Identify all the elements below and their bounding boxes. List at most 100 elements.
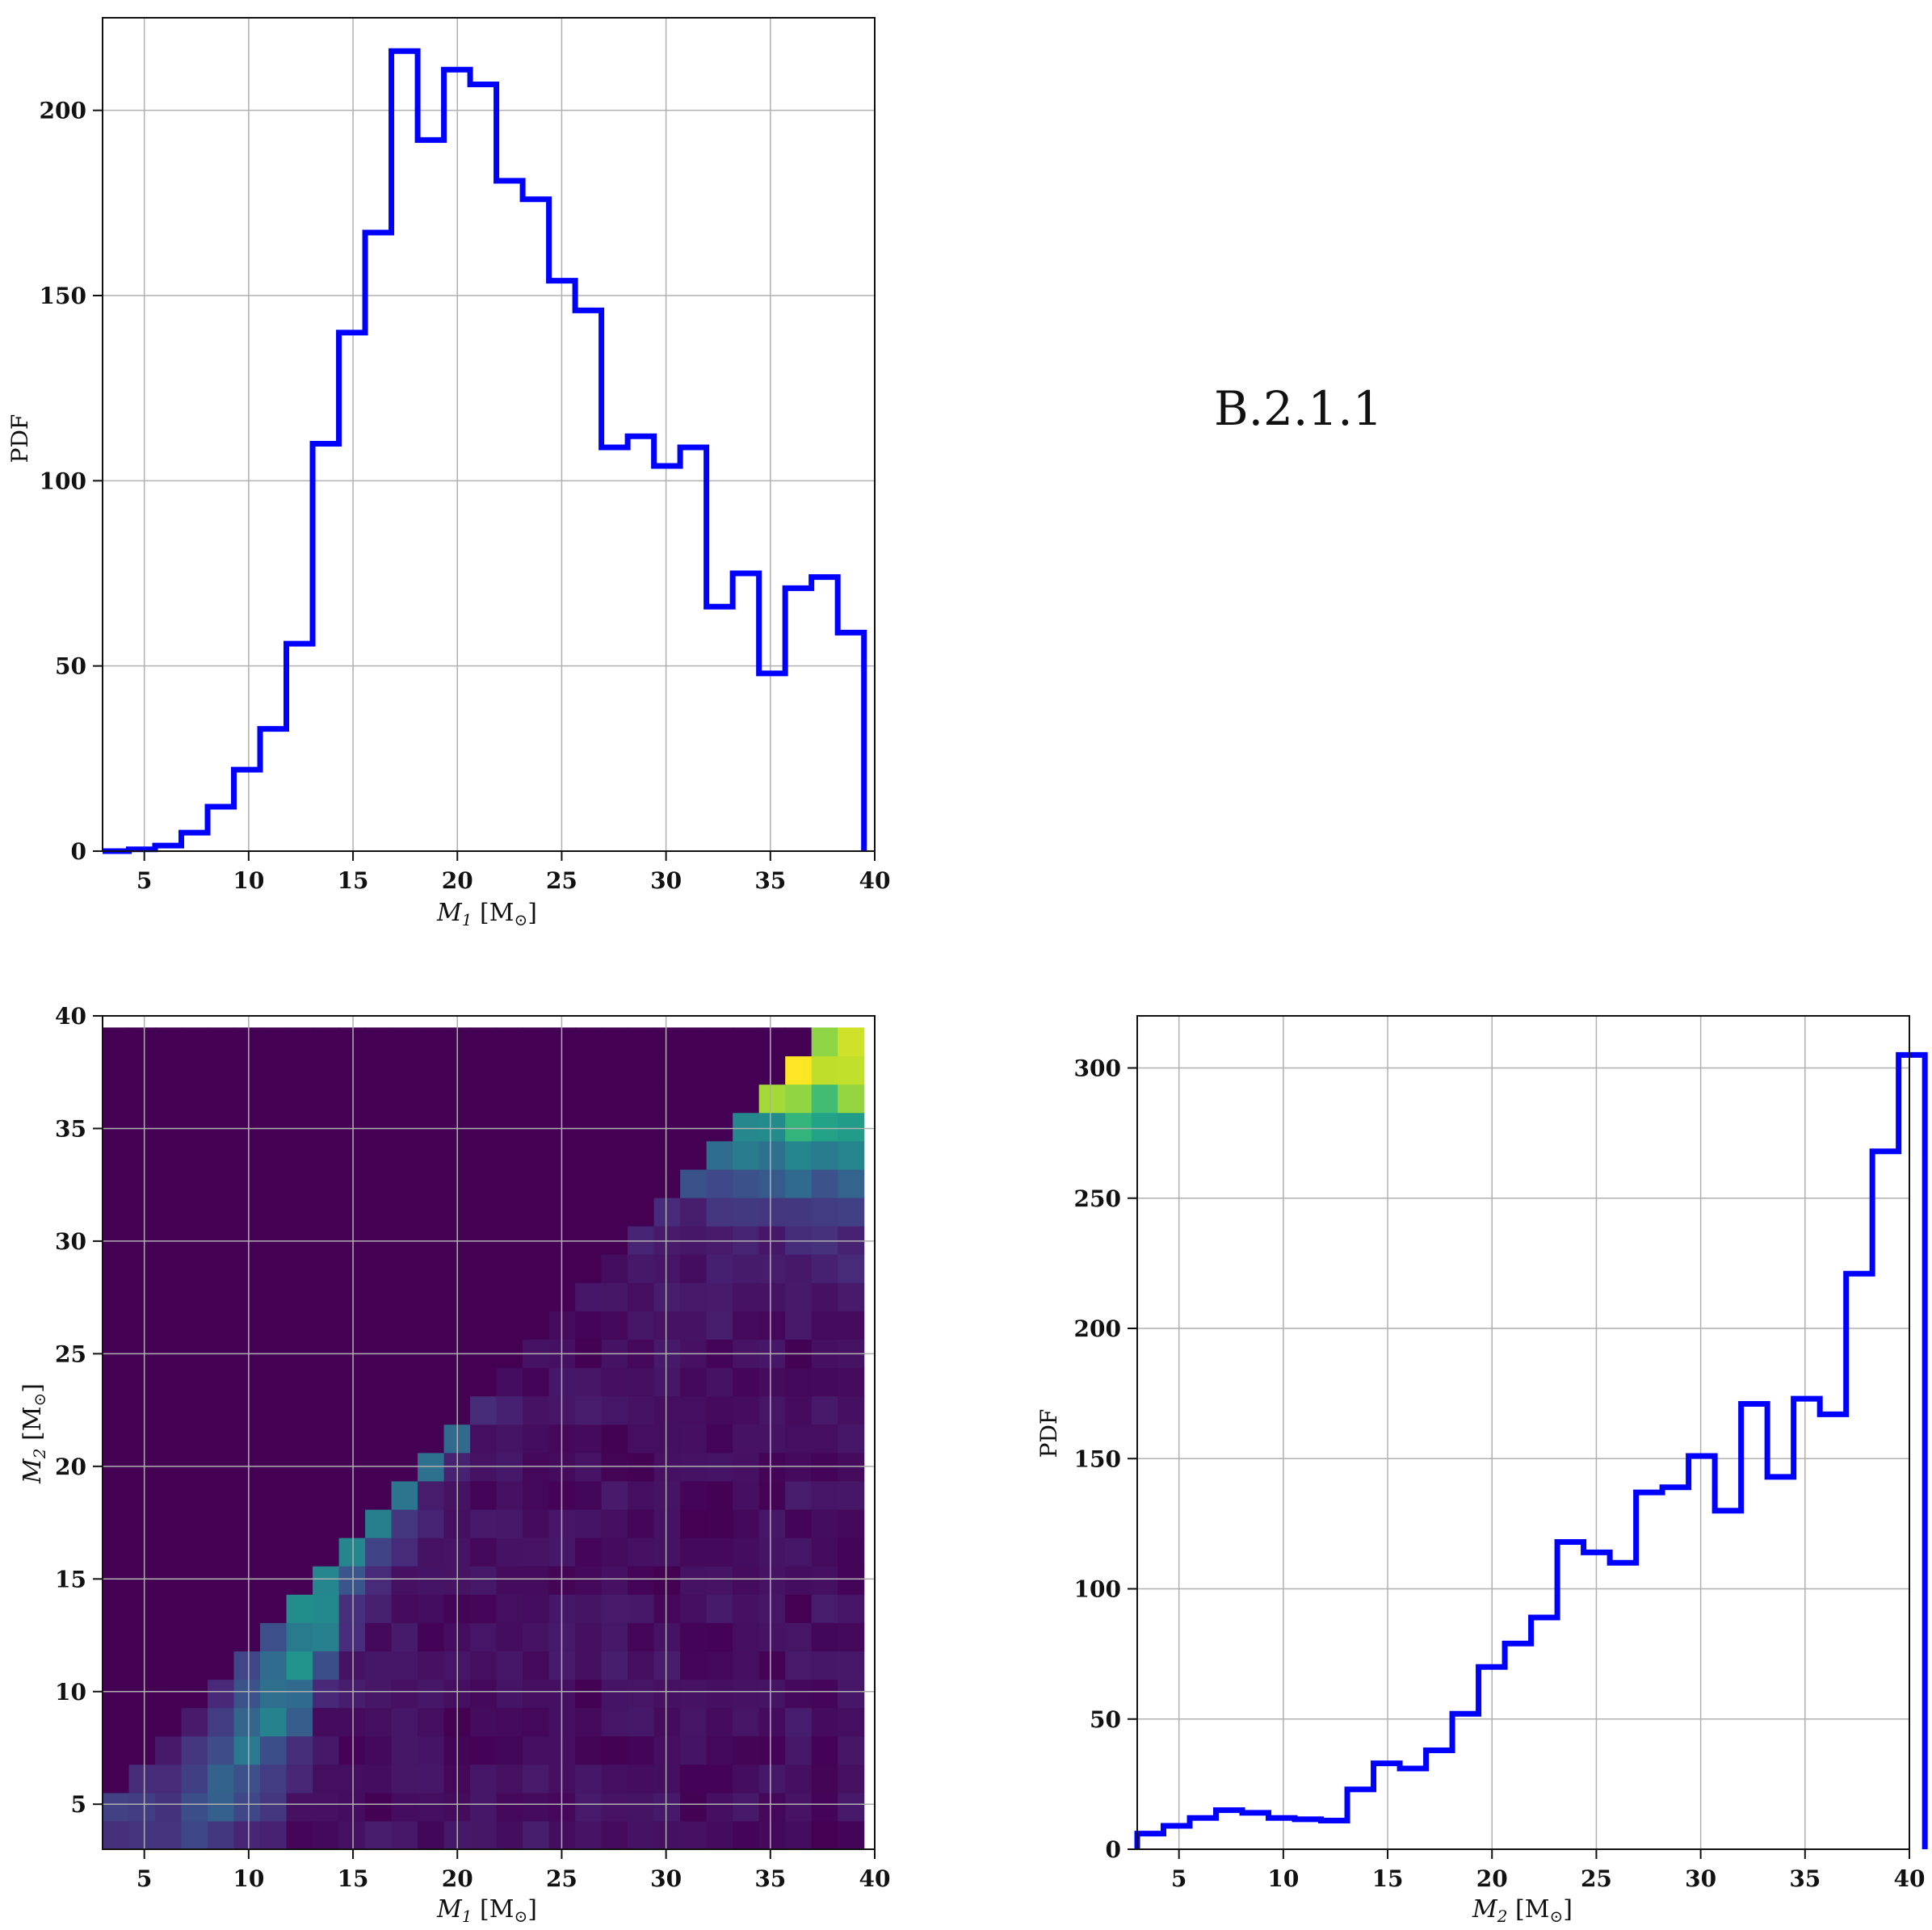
- heatmap-cell-15-27: [496, 1055, 523, 1085]
- heatmap-cell-10-12: [365, 1480, 393, 1510]
- heatmap-cell-6-6: [260, 1651, 288, 1680]
- heatmap-cell-9-8: [338, 1594, 366, 1623]
- heatmap-cell-11-28: [391, 1027, 418, 1057]
- heatmap-cell-19-26: [601, 1084, 628, 1114]
- heatmap-cell-24-5: [733, 1679, 760, 1709]
- heatmap-cell-0-23: [103, 1168, 130, 1198]
- heatmap-cell-23-22: [706, 1197, 733, 1227]
- heatmap-cell-10-6: [365, 1651, 393, 1680]
- heatmap-cell-23-7: [706, 1622, 733, 1651]
- heatmap-cell-4-21: [208, 1226, 235, 1255]
- heatmap-cell-11-1: [391, 1792, 418, 1822]
- heatmap-cell-14-25: [470, 1112, 498, 1142]
- heatmap-cell-9-3: [338, 1735, 366, 1765]
- heatmap-cell-20-16: [628, 1367, 655, 1397]
- heatmap-cell-19-8: [601, 1594, 628, 1623]
- heatmap-cell-0-20: [103, 1254, 130, 1283]
- heatmap-cell-16-27: [523, 1055, 550, 1085]
- heatmap-cell-18-15: [575, 1395, 603, 1425]
- heatmap-cell-1-5: [128, 1679, 156, 1709]
- heatmap-cell-24-28: [733, 1027, 760, 1057]
- heatmap-cell-15-6: [496, 1651, 523, 1680]
- heatmap-cell-0-19: [103, 1282, 130, 1311]
- heatmap-cell-25-24: [758, 1140, 786, 1170]
- heatmap-cell-21-8: [653, 1594, 681, 1623]
- heatmap-cell-22-7: [680, 1622, 708, 1651]
- heatmap-cell-22-2: [680, 1764, 708, 1794]
- heatmap-cell-24-19: [733, 1282, 760, 1311]
- heatmap-cell-0-15: [103, 1395, 130, 1425]
- heatmap-cell-21-5: [653, 1679, 681, 1709]
- heatmap-cell-21-7: [653, 1622, 681, 1651]
- heatmap-cell-10-5: [365, 1679, 393, 1709]
- heatmap-cell-10-2: [365, 1764, 393, 1794]
- heatmap-cell-12-23: [418, 1168, 445, 1198]
- heatmap-cell-12-5: [418, 1679, 445, 1709]
- m1-axes-frame: [102, 17, 876, 852]
- m2-histogram-panel: 5 10 15 20 25 30 35 40 0 50 100 150 200 250 300 M2 [M⊙…: [1035, 1015, 1928, 1926]
- heatmap-cell-23-27: [706, 1055, 733, 1085]
- heatmap-cell-7-23: [286, 1168, 313, 1198]
- heatmap-cell-2-2: [155, 1764, 183, 1794]
- heatmap-axes-frame: [102, 1015, 876, 1850]
- heatmap-cell-10-20: [365, 1254, 393, 1283]
- heatmap-cell-0-4: [103, 1707, 130, 1737]
- heatmap-cell-24-21: [733, 1226, 760, 1255]
- heatmap-cell-5-22: [233, 1197, 261, 1227]
- heatmap-cell-26-16: [785, 1367, 813, 1397]
- heatmap-cells: [103, 1027, 865, 1850]
- heatmap-cell-4-25: [208, 1112, 235, 1142]
- heatmap-cell-22-0: [680, 1820, 708, 1850]
- heatmap-cell-14-6: [470, 1651, 498, 1680]
- heatmap-cell-12-24: [418, 1140, 445, 1170]
- heatmap-cell-26-26: [785, 1084, 813, 1114]
- heatmap-cell-28-2: [838, 1764, 865, 1794]
- heatmap-cell-14-21: [470, 1226, 498, 1255]
- heatmap-cell-8-4: [313, 1707, 340, 1737]
- heatmap-cell-6-22: [260, 1197, 288, 1227]
- heatmap-cell-3-15: [181, 1395, 208, 1425]
- heatmap-cell-22-20: [680, 1254, 708, 1283]
- heatmap-cell-19-14: [601, 1424, 628, 1454]
- heatmap-cell-25-15: [758, 1395, 786, 1425]
- heatmap-cell-24-4: [733, 1707, 760, 1737]
- heatmap-cell-21-22: [653, 1197, 681, 1227]
- heatmap-cell-25-14: [758, 1424, 786, 1454]
- heatmap-cell-21-6: [653, 1651, 681, 1680]
- heatmap-cell-1-1: [128, 1792, 156, 1822]
- heatmap-cell-25-22: [758, 1197, 786, 1227]
- heatmap-cell-6-20: [260, 1254, 288, 1283]
- heatmap-cell-0-21: [103, 1226, 130, 1255]
- heatmap-cell-22-15: [680, 1395, 708, 1425]
- heatmap-cell-2-23: [155, 1168, 183, 1198]
- heatmap-cell-3-0: [181, 1820, 208, 1850]
- heatmap-cell-27-22: [811, 1197, 838, 1227]
- heatmap-cell-2-1: [155, 1792, 183, 1822]
- heatmap-cell-1-8: [128, 1594, 156, 1623]
- heatmap-cell-5-18: [233, 1311, 261, 1340]
- heatmap-cell-4-27: [208, 1055, 235, 1085]
- heatmap-cell-7-21: [286, 1226, 313, 1255]
- heatmap-cell-26-10: [785, 1538, 813, 1567]
- heatmap-ytick-label-35: 35: [55, 1115, 86, 1142]
- heatmap-cell-28-22: [838, 1197, 865, 1227]
- heatmap-cell-8-10: [313, 1538, 340, 1567]
- heatmap-cell-4-20: [208, 1254, 235, 1283]
- heatmap-cell-21-10: [653, 1538, 681, 1567]
- heatmap-cell-20-12: [628, 1480, 655, 1510]
- heatmap-cell-3-28: [181, 1027, 208, 1057]
- heatmap-cell-20-10: [628, 1538, 655, 1567]
- heatmap-cell-15-24: [496, 1140, 523, 1170]
- heatmap-cell-10-21: [365, 1226, 393, 1255]
- heatmap-cell-10-15: [365, 1395, 393, 1425]
- heatmap-cell-22-21: [680, 1226, 708, 1255]
- heatmap-cell-8-2: [313, 1764, 340, 1794]
- m2-xtick-label-40: 40: [1894, 1865, 1926, 1892]
- heatmap-cell-28-28: [838, 1027, 865, 1057]
- heatmap-cell-20-24: [628, 1140, 655, 1170]
- heatmap-cell-11-22: [391, 1197, 418, 1227]
- heatmap-cell-20-27: [628, 1055, 655, 1085]
- m1-ytick-label-150: 150: [40, 283, 86, 309]
- heatmap-cell-12-22: [418, 1197, 445, 1227]
- heatmap-cell-1-16: [128, 1367, 156, 1397]
